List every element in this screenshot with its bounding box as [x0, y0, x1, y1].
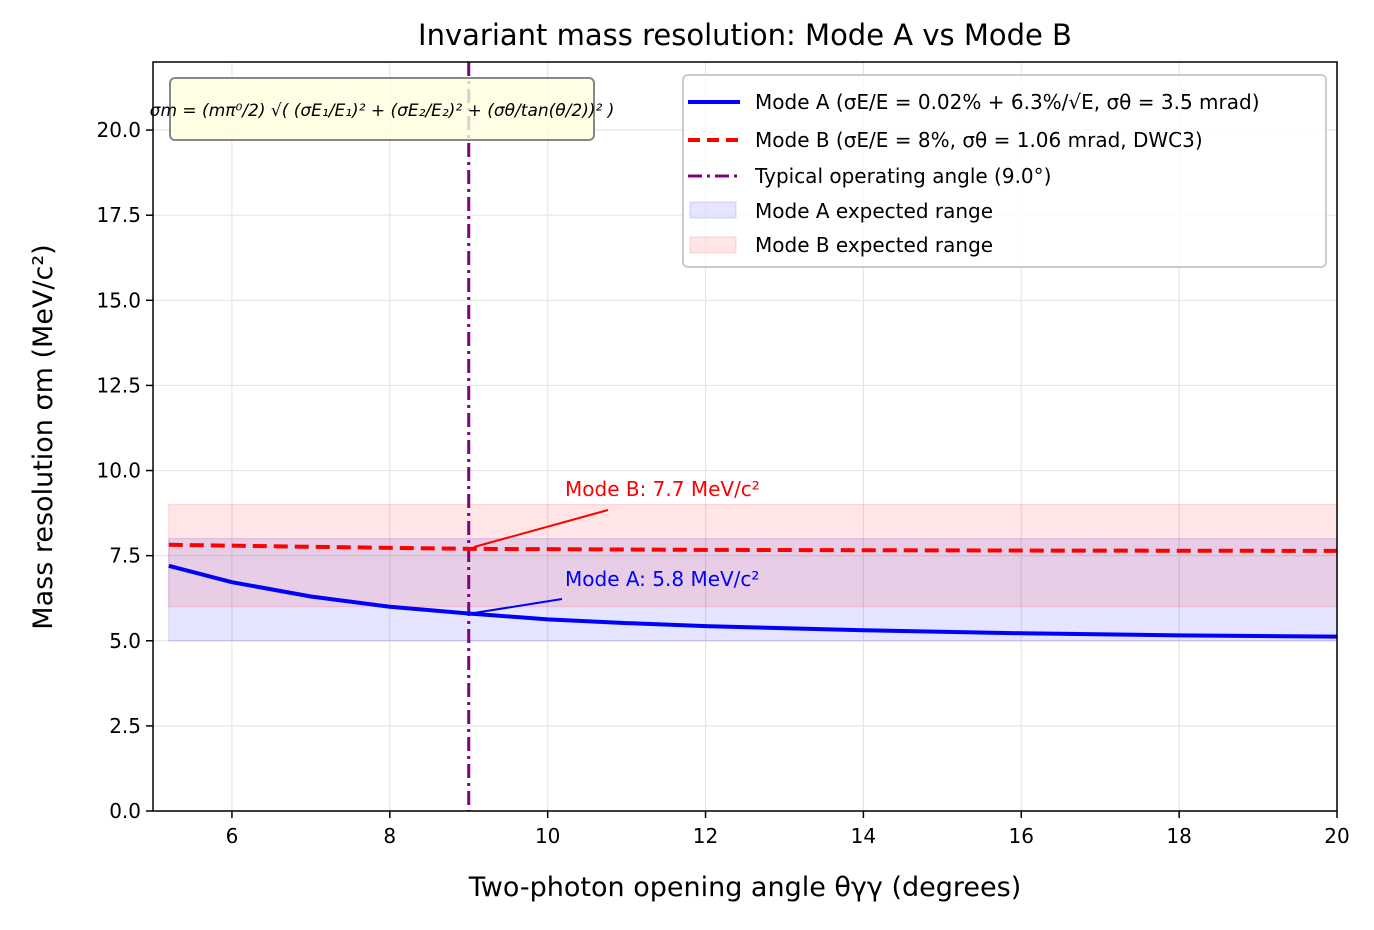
annotation-mode-b-arrow	[473, 509, 609, 548]
legend-mode-b: Mode B (σE/E = 8%, σθ = 1.06 mrad, DWC3)	[755, 128, 1203, 152]
band-mode-a	[168, 538, 1338, 642]
series-line-mode-a	[168, 563, 1338, 639]
legend-band-a: Mode A expected range	[755, 199, 993, 223]
annotation-mode-a: Mode A: 5.8 MeV/c²	[565, 567, 759, 591]
x-tick-label: 14	[851, 824, 876, 848]
legend-band-b: Mode B expected range	[755, 233, 993, 257]
bands	[168, 504, 1338, 642]
x-tick-label: 20	[1324, 824, 1349, 848]
chart-title: Invariant mass resolution: Mode A vs Mod…	[418, 18, 1072, 52]
x-tick-label: 12	[693, 824, 718, 848]
ticks: 6 8 10 12 14 16 18 20 0.0 2.5 5.0 7.5 10.0 12.5 15.0 17…	[96, 118, 1349, 848]
y-tick-label: 7.5	[109, 544, 141, 568]
annotation-mode-b: Mode B: 7.7 MeV/c²	[565, 477, 760, 501]
y-tick-label: 20.0	[96, 118, 141, 142]
legend-vline: Typical operating angle (9.0°)	[754, 164, 1051, 188]
y-tick-label: 17.5	[96, 203, 141, 227]
series-line-mode-b	[168, 542, 1338, 553]
plot-frame	[152, 61, 1338, 812]
x-tick-label: 8	[383, 824, 396, 848]
y-axis-label: Mass resolution σm (MeV/c²)	[28, 244, 59, 629]
legend-swatch-band-a	[689, 201, 737, 219]
formula-box: σm = (mπ⁰/2) √( (σE₁/E₁)² + (σE₂/E₂)² + …	[150, 77, 615, 141]
series-lines	[168, 62, 1338, 811]
x-tick-label: 10	[535, 824, 560, 848]
annotation-mode-a-arrow	[473, 598, 563, 614]
y-tick-label: 10.0	[96, 459, 141, 483]
legend-swatch-band-b	[689, 236, 737, 254]
x-tick-label: 18	[1166, 824, 1191, 848]
y-tick-label: 15.0	[96, 288, 141, 312]
annotations: Mode B: 7.7 MeV/c² Mode A: 5.8 MeV/c²	[473, 477, 760, 614]
y-tick-label: 2.5	[109, 714, 141, 738]
legend-mode-a: Mode A (σE/E = 0.02% + 6.3%/√E, σθ = 3.5…	[755, 90, 1260, 114]
formula-text: σm = (mπ⁰/2) √( (σE₁/E₁)² + (σE₂/E₂)² + …	[150, 101, 615, 121]
band-mode-b	[168, 504, 1338, 608]
y-tick-label: 12.5	[96, 373, 141, 397]
x-tick-label: 16	[1009, 824, 1034, 848]
y-tick-label: 5.0	[109, 629, 141, 653]
x-tick-label: 6	[226, 824, 239, 848]
y-tick-label: 0.0	[109, 799, 141, 823]
x-axis-label: Two-photon opening angle θγγ (degrees)	[468, 872, 1021, 903]
legend: Mode A (σE/E = 0.02% + 6.3%/√E, σθ = 3.5…	[682, 74, 1327, 268]
